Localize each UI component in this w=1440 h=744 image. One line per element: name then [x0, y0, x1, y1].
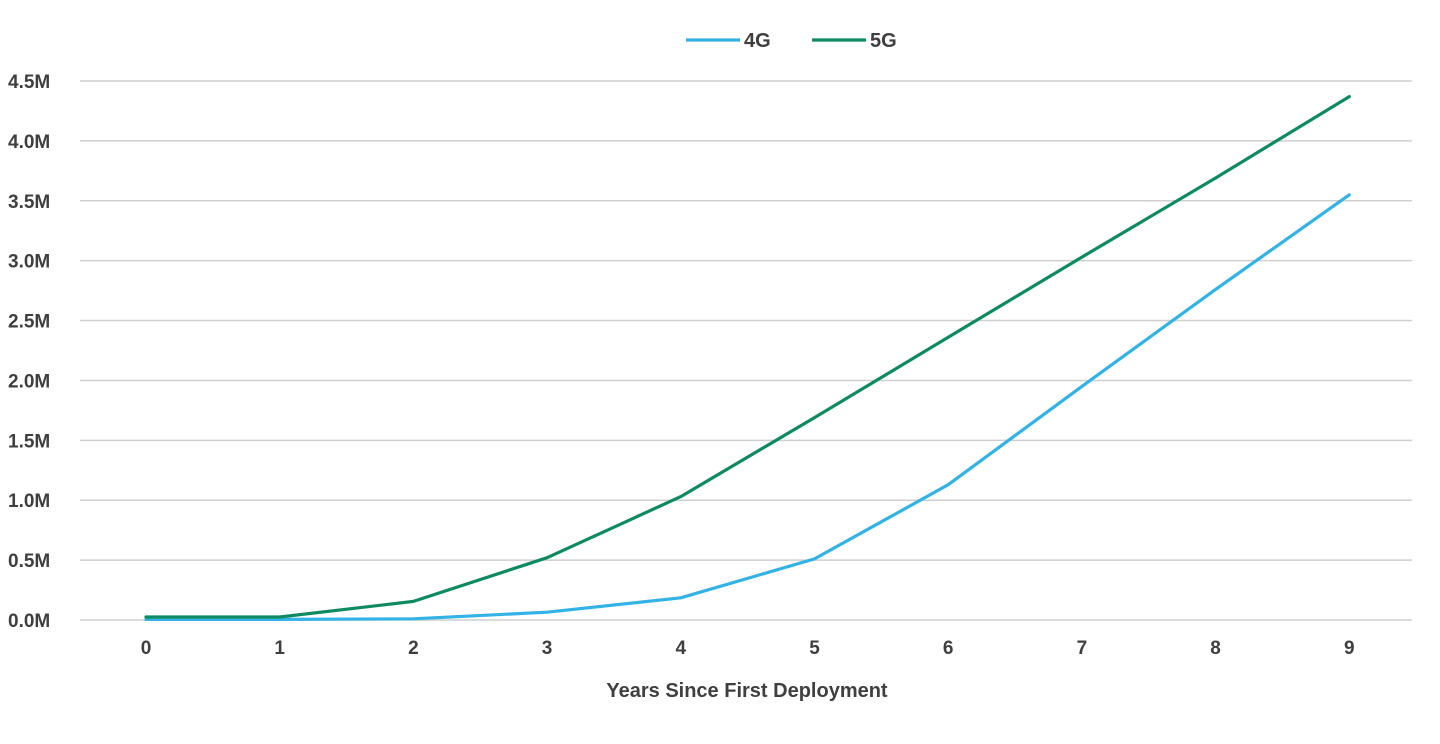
series-line-4g: [144, 193, 1351, 622]
x-tick-label: 4: [676, 638, 687, 659]
legend: 4G 5G: [686, 30, 897, 52]
x-tick-label: 5: [809, 638, 820, 659]
legend-label: 5G: [870, 30, 897, 52]
legend-label: 4G: [744, 30, 771, 52]
y-axis: 0.0M 0.5M 1.0M 1.5M 2.0M 2.5M 3.0M 3.5M 4.0M 4.5M: [8, 72, 50, 632]
x-axis-title: Years Since First Deployment: [606, 680, 888, 702]
x-tick-label: 2: [408, 638, 419, 659]
y-tick-label: 0.5M: [8, 551, 50, 572]
y-tick-label: 0.0M: [8, 611, 50, 632]
y-tick-label: 3.5M: [8, 192, 50, 213]
y-tick-label: 3.0M: [8, 252, 50, 273]
series-line-5g: [144, 94, 1351, 619]
x-axis: 0 1 2 3 4 5 6 7 8 9: [141, 638, 1355, 659]
y-tick-label: 4.5M: [8, 72, 50, 93]
y-tick-label: 1.5M: [8, 431, 50, 452]
y-tick-label: 1.0M: [8, 491, 50, 512]
x-tick-label: 8: [1210, 638, 1221, 659]
x-tick-label: 1: [274, 638, 285, 659]
y-tick-label: 2.5M: [8, 312, 50, 333]
legend-item-4g: 4G: [686, 30, 771, 52]
y-tick-label: 2.0M: [8, 371, 50, 392]
y-tick-label: 4.0M: [8, 132, 50, 153]
x-tick-label: 7: [1077, 638, 1088, 659]
x-tick-label: 9: [1344, 638, 1355, 659]
series-group: [144, 94, 1351, 622]
legend-item-5g: 5G: [812, 30, 897, 52]
x-tick-label: 6: [943, 638, 954, 659]
x-tick-label: 3: [542, 638, 553, 659]
x-tick-label: 0: [141, 638, 152, 659]
gridlines: [80, 80, 1412, 621]
